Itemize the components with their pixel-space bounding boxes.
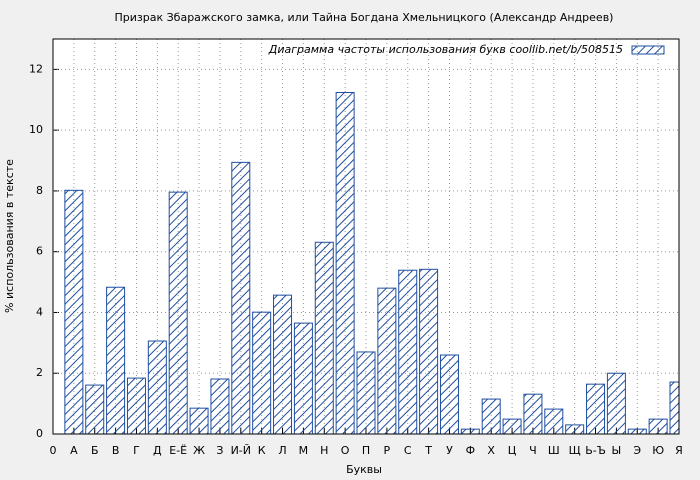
x-tick-label: А [70,444,78,457]
x-tick-label: Ь-Ъ [585,444,606,457]
plot-frame [52,38,680,435]
x-tick-label: У [446,444,453,457]
y-tick-label: 0 [36,427,43,440]
bar [356,351,376,434]
x-tick-label: В [112,444,120,457]
bar [335,91,355,434]
bar [189,407,209,434]
y-axis-label: % использования в тексте [3,159,16,313]
bar [439,354,459,434]
chart-title: Призрак Збаражского замка, или Тайна Бог… [115,11,614,24]
bar [669,381,679,434]
x-tick-label: Т [424,444,432,457]
bar [126,377,146,434]
y-tick-label: 6 [36,245,43,258]
x-tick-label: Б [91,444,99,457]
x-tick-label: Ч [529,444,537,457]
bar [460,428,480,434]
bar [293,322,313,434]
bar [565,424,585,434]
legend-swatch [631,45,665,55]
bar [377,287,397,434]
x-tick-label: Ю [652,444,664,457]
bar [627,428,647,434]
bar [544,408,564,434]
x-tick-label: З [216,444,223,457]
x-tick-label: Ф [466,444,475,457]
bar [523,393,543,434]
legend-label: Диаграмма частоты использования букв coo… [268,43,623,56]
x-tick-label: Н [320,444,328,457]
x-tick-label: Ц [508,444,517,457]
x-tick-label: К [258,444,266,457]
x-tick-label: Ж [193,444,205,457]
bar [147,340,167,434]
bar [85,384,105,434]
x-tick-label: Ш [548,444,560,457]
bar [210,378,230,434]
y-tick-label: 8 [36,184,43,197]
bar [273,294,293,434]
bar [419,268,439,434]
x-tick-label: 0 [50,444,57,457]
y-tick-label: 10 [29,123,43,136]
bar [648,418,668,434]
bar [252,311,272,434]
bar [314,241,334,434]
x-tick-label: Э [633,444,641,457]
bar [168,191,188,434]
x-tick-label: С [404,444,412,457]
x-axis-label: Буквы [346,463,382,476]
bar [586,383,606,434]
x-tick-label: Р [384,444,391,457]
x-tick-label: Х [487,444,495,457]
x-tick-label: Я [675,444,683,457]
bar [606,372,626,434]
bar [64,189,84,434]
bar [231,161,251,434]
x-tick-label: Л [278,444,286,457]
x-tick-label: Г [133,444,140,457]
x-tick-label: Ы [612,444,622,457]
bar [398,269,418,434]
y-tick-label: 4 [36,305,43,318]
x-tick-label: Щ [569,444,581,457]
x-tick-label: М [299,444,309,457]
x-tick-label: И-Й [231,444,251,457]
bars [64,91,679,434]
x-tick-label: П [362,444,370,457]
x-tick-label: Д [153,444,162,457]
bar [502,418,522,434]
y-tick-label: 2 [36,366,43,379]
bar [106,286,126,434]
x-tick-label: О [341,444,350,457]
bar [481,398,501,434]
x-tick-label: Е-Ё [169,444,187,457]
y-tick-label: 12 [29,62,43,75]
